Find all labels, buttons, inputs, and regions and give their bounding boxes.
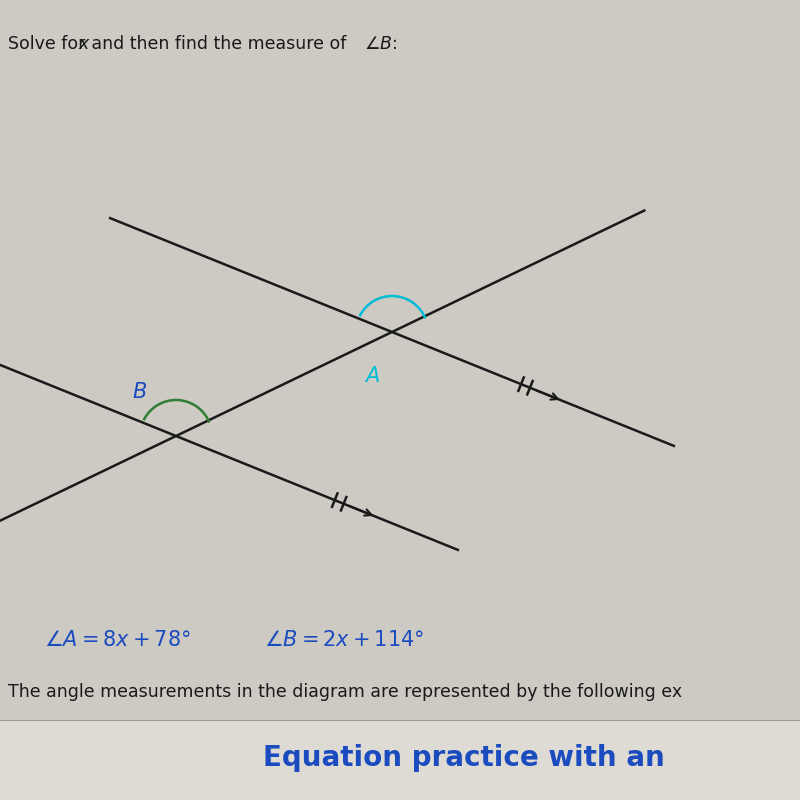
Text: Solve for: Solve for: [8, 35, 91, 53]
Text: Equation practice with an: Equation practice with an: [263, 744, 665, 773]
Text: $\angle A = 8x + 78°$: $\angle A = 8x + 78°$: [44, 630, 191, 650]
Text: The angle measurements in the diagram are represented by the following ex: The angle measurements in the diagram ar…: [8, 683, 682, 701]
Bar: [0, 720, 800, 800]
Text: B: B: [133, 382, 147, 402]
Text: x: x: [78, 35, 89, 53]
Text: $\angle B$:: $\angle B$:: [364, 35, 398, 53]
Text: A: A: [365, 366, 379, 386]
Text: and then find the measure of: and then find the measure of: [86, 35, 351, 53]
Text: $\angle B = 2x + 114°$: $\angle B = 2x + 114°$: [264, 630, 424, 650]
